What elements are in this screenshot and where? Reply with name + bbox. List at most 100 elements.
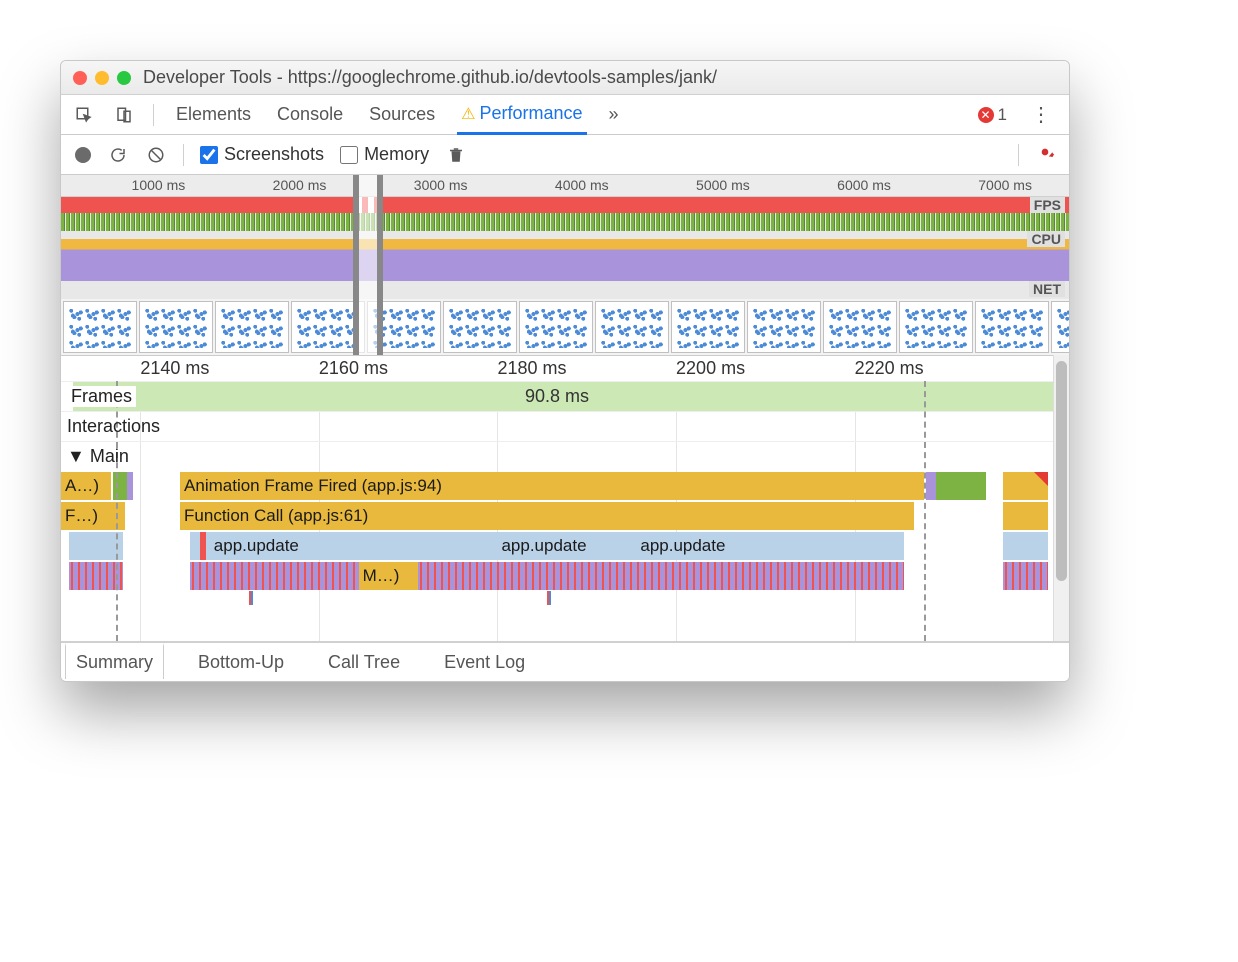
net-lane: NET [61,281,1069,299]
flame-row-1[interactable]: A…) Animation Frame Fired (app.js:94) [61,471,1053,501]
trash-icon[interactable] [445,144,467,166]
overview-viewport[interactable] [353,175,383,355]
tab-elements[interactable]: Elements [172,96,255,133]
flame-stub[interactable]: A…) [61,472,111,500]
devtools-window: Developer Tools - https://googlechrome.g… [60,60,1070,682]
flame-row-5[interactable] [61,591,1053,611]
flame-function-call[interactable]: Function Call (app.js:61) [180,502,914,530]
flame-row-2[interactable]: F…) Function Call (app.js:61) [61,501,1053,531]
vertical-scrollbar[interactable] [1053,355,1069,641]
flame-row-3[interactable]: app.update app.update app.update [61,531,1053,561]
detail-tick: 2200 ms [676,358,745,379]
flame-barcode[interactable] [190,562,359,590]
tab-console[interactable]: Console [273,96,347,133]
screenshot-thumb[interactable] [975,301,1049,353]
screenshot-thumb[interactable] [899,301,973,353]
minimize-light[interactable] [95,71,109,85]
flame-barcode[interactable] [418,562,904,590]
flame-chart-area: 2140 ms 2160 ms 2180 ms 2200 ms 2220 ms … [61,355,1069,641]
device-icon[interactable] [113,104,135,126]
screenshot-thumb[interactable] [443,301,517,353]
memory-input[interactable] [340,146,358,164]
screenshot-thumb[interactable] [747,301,821,353]
flame-app-update[interactable]: app.update [497,532,636,560]
frame-duration: 90.8 ms [525,386,589,407]
interactions-label: Interactions [67,416,160,437]
record-button[interactable] [75,147,91,163]
tab-performance[interactable]: Performance [457,95,586,135]
memory-checkbox[interactable]: Memory [340,144,429,165]
detail-area[interactable]: Frames 90.8 ms Interactions ▼ Main A…) A… [61,381,1053,641]
frames-row-label: Frames [67,386,136,407]
flame-stub-right[interactable] [1003,532,1048,560]
tab-sources[interactable]: Sources [365,96,439,133]
flame-tick [251,591,253,605]
cpu-lane: CPU [61,231,1069,281]
zoom-light[interactable] [117,71,131,85]
flame-app-update[interactable]: app.update [210,532,458,560]
screenshots-input[interactable] [200,146,218,164]
interactions-row[interactable]: Interactions [61,411,1053,441]
screenshot-thumb[interactable] [215,301,289,353]
tab-event-log[interactable]: Event Log [434,646,535,679]
flame-paint[interactable] [936,472,986,500]
reload-button[interactable] [107,144,129,166]
screenshot-thumb[interactable] [595,301,669,353]
perf-toolbar: Screenshots Memory [61,135,1069,175]
scrollbar-thumb[interactable] [1056,361,1067,581]
close-light[interactable] [73,71,87,85]
main-header-row[interactable]: ▼ Main [61,441,1053,471]
net-label: NET [1029,281,1065,297]
error-count-value: 1 [998,105,1007,125]
frames-row[interactable]: Frames 90.8 ms [61,381,1053,411]
flame-animation-frame[interactable]: Animation Frame Fired (app.js:94) [180,472,924,500]
detail-tick: 2160 ms [319,358,388,379]
ruler-tick: 3000 ms [414,177,468,193]
screenshot-thumb[interactable] [823,301,897,353]
ruler-tick: 5000 ms [696,177,750,193]
detail-ruler[interactable]: 2140 ms 2160 ms 2180 ms 2200 ms 2220 ms [61,355,1053,381]
overview-ruler[interactable]: 1000 ms 2000 ms 3000 ms 4000 ms 5000 ms … [61,175,1069,197]
detail-tick: 2180 ms [497,358,566,379]
screenshots-checkbox[interactable]: Screenshots [200,144,324,165]
titlebar: Developer Tools - https://googlechrome.g… [61,61,1069,95]
tab-bottom-up[interactable]: Bottom-Up [188,646,294,679]
details-tabs: Summary Bottom-Up Call Tree Event Log [61,641,1069,681]
flame-row-4[interactable]: M…) [61,561,1053,591]
flame-marker[interactable] [200,532,206,560]
detail-tick: 2140 ms [140,358,209,379]
settings-icon[interactable] [1035,142,1055,168]
divider [1018,144,1019,166]
screenshot-strip[interactable] [61,299,1069,355]
screenshot-thumb[interactable] [519,301,593,353]
flame-barcode[interactable] [1003,562,1048,590]
flame-layout[interactable] [926,472,936,500]
tabs-overflow[interactable]: » [605,96,623,133]
frame-boundary-right [924,381,926,641]
flame-minor[interactable]: M…) [359,562,419,590]
tab-call-tree[interactable]: Call Tree [318,646,410,679]
overview[interactable]: 1000 ms 2000 ms 3000 ms 4000 ms 5000 ms … [61,175,1069,355]
tab-summary[interactable]: Summary [65,643,164,679]
fps-frame-bar: FPS [61,197,1069,213]
error-count[interactable]: ✕ 1 [978,105,1007,125]
detail-tick: 2220 ms [855,358,924,379]
flame-app-update[interactable]: app.update [636,532,775,560]
flame-stub-right[interactable] [1003,472,1048,500]
ruler-tick: 2000 ms [273,177,327,193]
main-label: ▼ Main [67,446,129,467]
screenshot-thumb[interactable] [63,301,137,353]
fps-label: FPS [1030,197,1065,213]
warning-icon [1034,472,1048,486]
clear-button[interactable] [145,144,167,166]
screenshot-thumb[interactable] [671,301,745,353]
more-menu-icon[interactable]: ⋮ [1025,102,1057,127]
screenshot-thumb[interactable] [139,301,213,353]
flame-stub-right[interactable] [1003,502,1048,530]
ruler-tick: 4000 ms [555,177,609,193]
flame-layout[interactable] [127,472,133,500]
divider [183,144,184,166]
inspect-icon[interactable] [73,104,95,126]
screenshot-thumb[interactable] [1051,301,1069,353]
ruler-tick: 1000 ms [132,177,186,193]
